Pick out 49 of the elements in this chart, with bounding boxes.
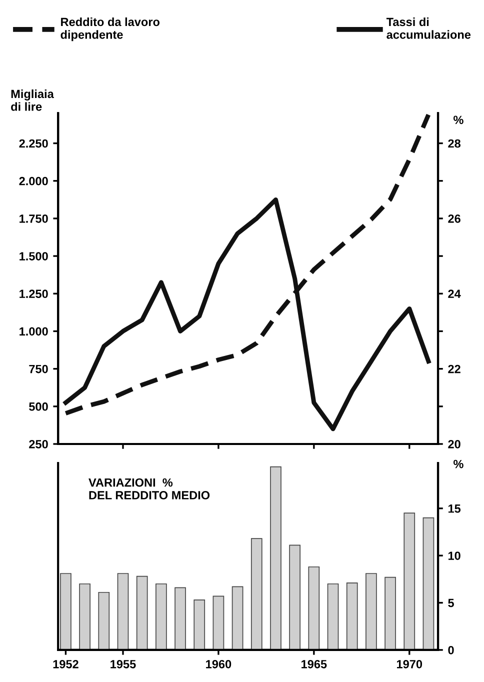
y-tick-label: 2.000 xyxy=(19,176,48,186)
y2-tick-label: 22 xyxy=(448,364,460,374)
y2-axis-title: % xyxy=(454,116,464,124)
y-tick-label: 1.000 xyxy=(20,327,48,336)
text: VARIAZIONI % DEL REDDITO MEDIO xyxy=(88,478,210,500)
y-tick-label: 1.250 xyxy=(20,290,48,298)
x-tick-label: 1965 xyxy=(302,660,327,668)
bar xyxy=(308,566,320,650)
x-tick-label: 1955 xyxy=(110,660,136,668)
legend-label: Tassi di accumulazione xyxy=(386,17,471,39)
bar xyxy=(174,587,186,650)
y-tick-label: 250 xyxy=(29,440,48,448)
y2-axis-title: % xyxy=(454,460,464,468)
y-tick-label: 1.500 xyxy=(20,252,48,260)
bar xyxy=(366,573,377,650)
y2-tick-label: 15 xyxy=(448,504,461,513)
y2-tick-label: 24 xyxy=(448,290,461,298)
bar xyxy=(212,596,224,650)
x-tick-label: 1970 xyxy=(396,660,422,668)
bar xyxy=(404,512,416,650)
bar xyxy=(327,583,339,650)
bar xyxy=(232,586,244,650)
y2-tick-label: 10 xyxy=(448,552,460,560)
y-axis-title: Migliaia di lire xyxy=(11,89,54,111)
legend-label: Reddito da lavoro dipendente xyxy=(60,17,160,42)
bar xyxy=(250,538,262,650)
bar xyxy=(194,600,206,650)
bar xyxy=(98,592,110,650)
x-tick-label: 1960 xyxy=(206,660,232,668)
bar xyxy=(270,466,282,650)
bar xyxy=(346,582,358,650)
y2-tick-label: 28 xyxy=(448,139,461,148)
x-tick-label: 1952 xyxy=(53,660,78,668)
y-tick-label: 750 xyxy=(29,364,48,374)
bar xyxy=(422,517,434,650)
bar xyxy=(79,583,90,650)
y2-tick-label: 5 xyxy=(448,598,454,608)
y2-tick-label: 20 xyxy=(448,440,460,448)
y-tick-label: 2.250 xyxy=(19,139,48,148)
bar xyxy=(289,544,300,650)
bar xyxy=(136,576,148,650)
y2-tick-label: 26 xyxy=(448,214,460,223)
bar xyxy=(384,576,396,650)
y-tick-label: 1.750 xyxy=(20,214,48,223)
y-tick-label: 500 xyxy=(29,402,48,411)
bar xyxy=(117,573,129,650)
bar xyxy=(156,583,167,650)
y2-tick-label: 0 xyxy=(448,646,454,654)
bar xyxy=(60,573,72,650)
